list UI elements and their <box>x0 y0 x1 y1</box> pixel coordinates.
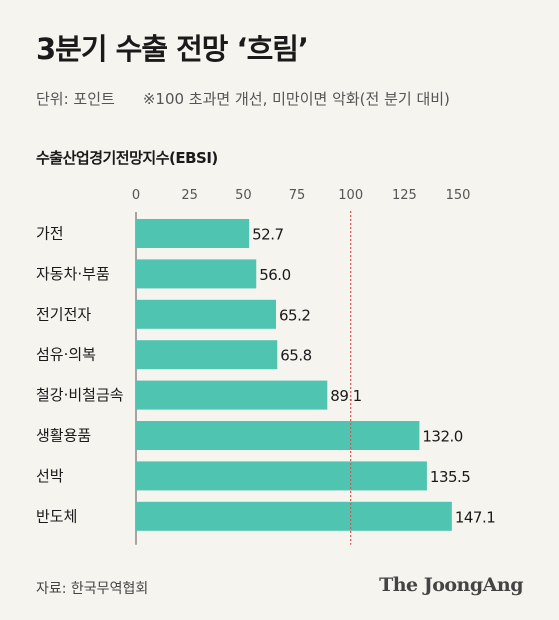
category-label: 자동차·부품 <box>36 265 110 283</box>
bar <box>136 380 328 410</box>
data-label: 65.8 <box>280 347 311 365</box>
x-tick-label: 50 <box>235 188 252 203</box>
category-label: 선박 <box>36 467 64 485</box>
category-label: 전기전자 <box>36 305 91 323</box>
x-tick-label: 150 <box>446 188 471 203</box>
bar-chart: 0 25 50 75 100 125 150 가전 52.7 자동차·부품 56.0 전기전자 65.2… <box>36 188 496 545</box>
category-label: 섬유·의복 <box>36 346 96 364</box>
data-label: 89.1 <box>330 387 361 405</box>
x-tick-label: 75 <box>289 188 306 203</box>
category-label: 반도체 <box>36 507 77 525</box>
data-label: 147.1 <box>455 508 495 526</box>
chart-title: 수출산업경기전망지수(EBSI) <box>36 149 218 167</box>
bar <box>136 299 276 329</box>
chart-note: ※100 초과면 개선, 미만이면 악화(전 분기 대비) <box>142 90 450 108</box>
category-label: 생활용품 <box>36 427 91 445</box>
x-tick-label: 100 <box>338 188 363 203</box>
category-label: 가전 <box>36 225 64 243</box>
brand-logo: The JoongAng <box>379 574 523 596</box>
chart-subtitle: 단위: 포인트 ※100 초과면 개선, 미만이면 악화(전 분기 대비) <box>36 88 450 109</box>
x-tick-label: 125 <box>392 188 417 203</box>
bar <box>136 259 257 289</box>
data-label: 65.2 <box>279 306 310 324</box>
source-label: 자료: 한국무역협회 <box>36 581 149 597</box>
x-tick-label: 25 <box>181 188 198 203</box>
bar <box>136 461 427 491</box>
bar <box>136 501 452 531</box>
bar <box>136 340 278 370</box>
data-label: 132.0 <box>422 428 462 446</box>
data-label: 135.5 <box>430 468 470 486</box>
data-label: 52.7 <box>252 226 283 244</box>
category-label: 철강·비철금속 <box>36 386 124 404</box>
data-label: 56.0 <box>259 266 290 284</box>
bar <box>136 219 250 248</box>
unit-label: 단위: 포인트 <box>36 90 115 108</box>
x-tick-label: 0 <box>132 188 140 203</box>
page-title: 3분기 수출 전망 ‘흐림’ <box>36 32 309 66</box>
bar <box>136 421 420 450</box>
